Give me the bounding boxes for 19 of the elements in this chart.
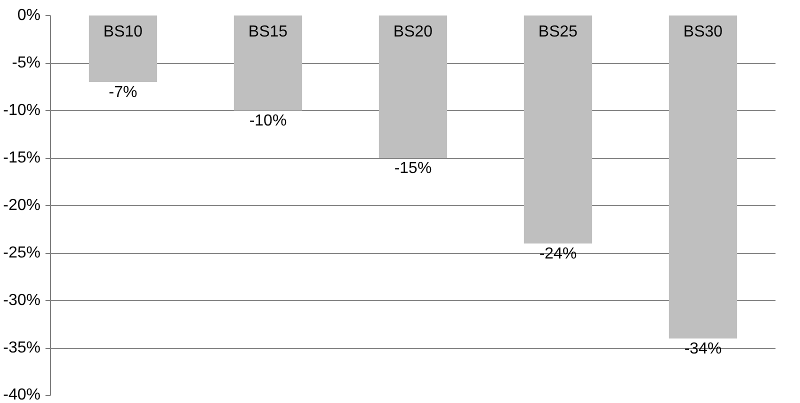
data-label: -10%	[249, 112, 287, 130]
x-tick-label: BS25	[538, 24, 578, 40]
x-tick-label: BS20	[393, 24, 433, 40]
y-tick-label: -5%	[12, 54, 40, 72]
data-label: -24%	[539, 246, 577, 262]
data-label: -15%	[394, 160, 432, 177]
x-tick-label: BS15	[248, 24, 288, 40]
y-tick-label: -10%	[3, 102, 41, 119]
y-tick-label: 0%	[17, 7, 40, 24]
y-tick-label: -25%	[3, 244, 41, 262]
x-tick-label: BS30	[683, 24, 723, 40]
data-label: -7%	[108, 84, 138, 101]
y-tick-label: -35%	[3, 340, 41, 356]
x-tick-label: BS10	[103, 24, 143, 40]
y-tick-label: -30%	[3, 292, 41, 309]
y-tick-label: -20%	[3, 197, 41, 214]
data-label: -34%	[684, 340, 722, 358]
y-tick-label: -15%	[3, 150, 41, 166]
y-tick-label: -40%	[3, 386, 41, 403]
